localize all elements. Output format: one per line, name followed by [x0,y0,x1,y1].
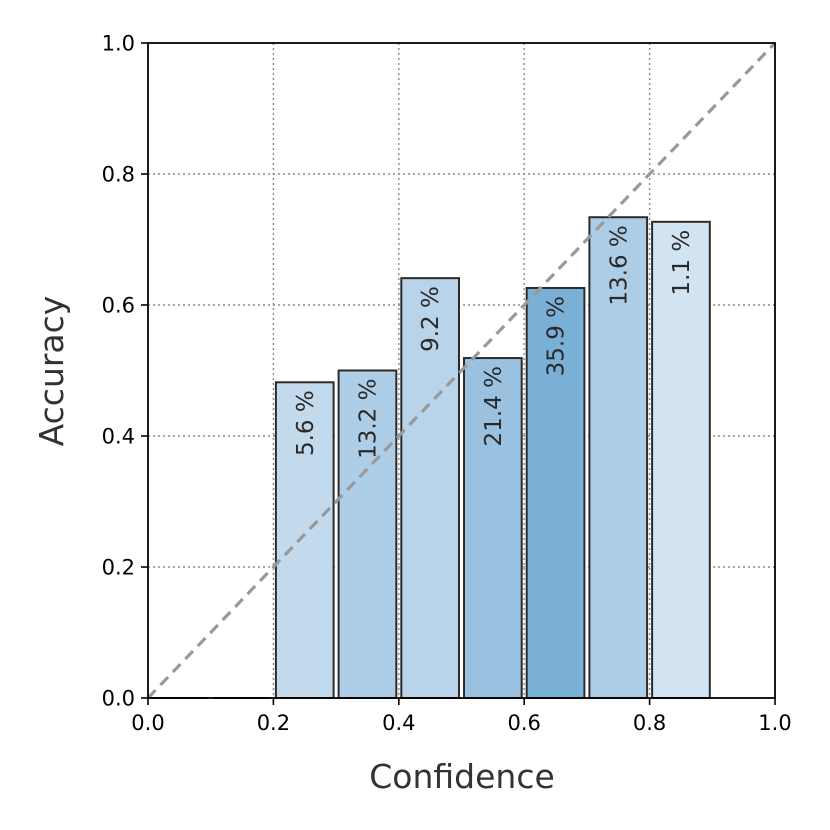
x-axis-label: Confidence [369,757,555,796]
y-tick-label: 1.0 [102,32,135,56]
bar-13-6-pct [588,216,649,699]
bar-label: 21.4 % [481,366,507,446]
bar-13-2-pct [337,369,398,699]
bar-label: 13.6 % [606,225,632,305]
bar-9-2-pct [400,277,460,699]
y-tick-label: 0.4 [102,425,135,449]
bar-label: 1.1 % [669,230,695,296]
diagonal-reference [146,41,777,700]
y-tick-label: 0.6 [102,294,135,318]
x-tick-label: 1.0 [758,711,791,735]
bar-labels: 5.6 % 13.2 % 9.2 % 21.4 % 35.9 % 13.6 % 1.1 % [293,225,695,459]
bar-21-4-pct [463,357,523,699]
x-tick-label: 0.4 [382,711,415,735]
y-tick-label: 0.2 [102,556,135,580]
bar-label: 35.9 % [544,296,570,376]
y-tick-label: 0.8 [102,163,135,187]
bars [150,216,711,699]
x-tick-label: 0.6 [507,711,540,735]
ticks: 0.0 0.2 0.4 0.6 0.8 1.0 0.0 0.2 0.4 0.6 0.8 1.0 [102,32,792,736]
bar-label: 9.2 % [418,286,444,352]
axes [147,42,776,699]
y-axis-label: Accuracy [32,296,71,447]
plot-frame [147,42,776,699]
y-tick-label: 0.0 [102,687,135,711]
perfect-calibration-line [146,41,777,700]
bar-5-6-pct [274,381,335,699]
bar-label: 5.6 % [293,390,319,456]
x-tick-label: 0.8 [633,711,666,735]
x-tick-label: 0.0 [131,711,164,735]
grid-lines [148,43,775,698]
x-tick-label: 0.2 [257,711,290,735]
bar-label: 13.2 % [355,379,381,459]
